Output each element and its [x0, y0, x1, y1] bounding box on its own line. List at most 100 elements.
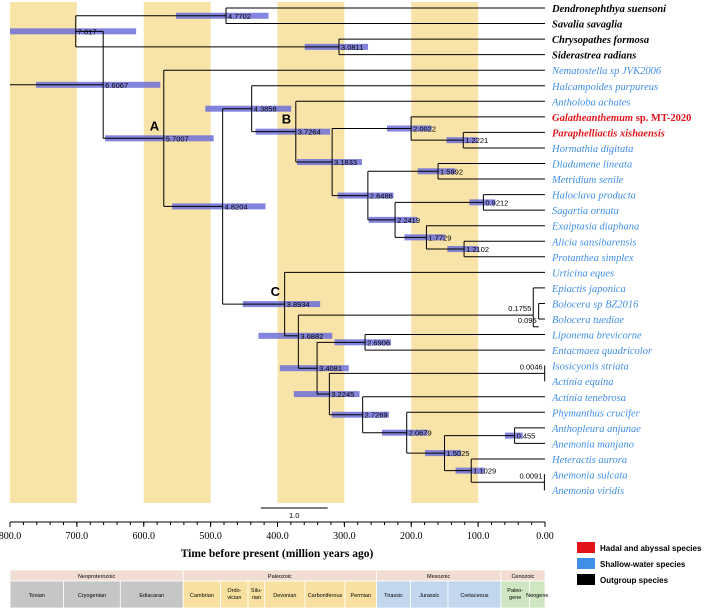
period-label: Ordo-	[227, 588, 241, 594]
legend-label: Outgroup species	[600, 576, 669, 585]
period-label: Tonian	[29, 593, 45, 599]
node-age-label: 3.0811	[341, 43, 363, 52]
period-label: Ediacaran	[139, 593, 164, 599]
taxon-label: Epiactis japonica	[551, 284, 626, 295]
period-band	[529, 580, 546, 609]
period-band	[500, 580, 531, 609]
shaded-band	[143, 2, 211, 503]
node-age-label: 2.6486	[370, 192, 393, 201]
node-age-label: 2.2419	[397, 216, 420, 225]
taxon-label: Liponema brevicorne	[551, 331, 642, 342]
period-label: Carboniferous	[308, 593, 343, 599]
node-age-label: 6.6067	[105, 81, 128, 90]
legend-swatch	[577, 542, 595, 553]
taxon-label: Anthopleura anjunae	[551, 424, 641, 435]
period-band	[182, 580, 222, 609]
taxon-label: Antholoba achates	[551, 97, 630, 108]
node-age-label: 3.7264	[298, 128, 321, 137]
node-age-label: 3.2245	[331, 390, 354, 399]
x-tick-label: 500.0	[199, 531, 222, 542]
node-age-label: 4.3858	[254, 105, 277, 114]
period-band	[63, 580, 121, 609]
taxon-label: Chrysopathes formosa	[552, 35, 649, 46]
period-band	[264, 580, 306, 609]
period-label: Cryogenian	[78, 593, 106, 599]
taxon-label: Halcampoides purpureus	[551, 82, 658, 93]
taxon-label: Galatheanthemum sp. MT-2020	[552, 113, 691, 124]
period-label: rian	[252, 595, 261, 601]
period-label: Neogene	[526, 593, 548, 599]
period-label: Jurassic	[419, 593, 439, 599]
node-age-label: 0.1755	[508, 304, 531, 313]
period-label: Triassic	[384, 593, 403, 599]
x-axis-title: Time before present (million years ago)	[181, 548, 374, 560]
taxon-label: Actinia equina	[551, 377, 614, 388]
period-band	[220, 580, 249, 609]
taxon-label: Urticina eques	[552, 268, 614, 279]
clade-label: B	[282, 112, 291, 127]
taxon-label: Anemonia viridis	[551, 486, 624, 497]
clade-label: C	[271, 284, 281, 299]
period-band	[410, 580, 449, 609]
x-tick-label: 0.00	[536, 531, 554, 542]
node-age-label: 3.4081	[319, 364, 342, 373]
x-tick-label: 200.0	[400, 531, 423, 542]
taxon-label: Haloclava producta	[551, 191, 636, 202]
node-age-label: 2.0022	[413, 125, 436, 134]
taxon-label: Anemonia sulcata	[551, 471, 628, 482]
taxon-label: Hormathia digitata	[551, 144, 633, 155]
taxon-label: Bolocera sp BZ2016	[552, 299, 639, 310]
period-label: Permian	[351, 593, 371, 599]
legend-swatch	[577, 558, 595, 569]
taxon-label: Entacmaea quadricolor	[551, 346, 653, 357]
x-tick-label: 600.0	[133, 531, 156, 542]
period-band	[9, 580, 64, 609]
legend-label: Shallow-water species	[600, 560, 686, 569]
shaded-band	[10, 2, 77, 503]
taxon-label: Bolocera tuediae	[552, 315, 624, 326]
node-age-label: 1.2221	[465, 136, 488, 145]
legend-swatch	[577, 574, 595, 585]
taxon-label: Savalia savaglia	[552, 20, 622, 31]
legend-label: Hadal and abyssal species	[600, 544, 702, 553]
taxon-label: Exaiptasia diaphana	[551, 222, 639, 233]
taxon-label: Metridium senile	[551, 175, 624, 186]
period-label: vician	[227, 595, 241, 601]
node-age-label: 0.0046	[520, 362, 543, 371]
taxon-label: Dendronephthya suensoni	[551, 4, 666, 15]
node-age-label: 1.5992	[440, 167, 463, 176]
node-age-label: 4.7702	[228, 12, 251, 21]
period-label: Silu-	[251, 588, 262, 594]
era-label: Paleozoic	[268, 574, 292, 580]
period-label: Devonian	[273, 593, 296, 599]
x-tick-label: 400.0	[266, 531, 289, 542]
taxon-label: Alicia sansibarensis	[551, 237, 637, 248]
node-age-label: 3.1833	[334, 158, 357, 167]
taxon-label: Nematostella sp JVK2006	[551, 66, 662, 77]
taxon-label: Isosicyonis striata	[551, 362, 629, 373]
node-age-label: 0.095	[518, 316, 537, 325]
hpd-bar	[10, 28, 137, 35]
taxon-label: Siderastrea radians	[552, 51, 636, 62]
taxon-label: Heteractis aurora	[551, 455, 627, 466]
node-age-label: 4.8204	[225, 202, 248, 211]
node-age-label: 0.455	[517, 432, 536, 441]
node-age-label: 1.7729	[428, 233, 451, 242]
period-label: Cretaceous	[460, 593, 488, 599]
period-label: gene	[509, 595, 521, 601]
node-age-label: 1.1029	[473, 467, 496, 476]
taxon-label: Paraphelliactis xishaensis	[552, 128, 665, 139]
period-band	[344, 580, 377, 609]
node-age-label: 3.6882	[300, 332, 323, 341]
node-age-label: 2.6906	[367, 338, 390, 347]
taxon-label: Diadumene lineata	[551, 160, 632, 171]
x-tick-label: 700.0	[66, 531, 89, 542]
taxon-label: Actinia tenebrosa	[551, 393, 626, 404]
period-band	[119, 580, 184, 609]
node-age-label: 3.8934	[287, 300, 310, 309]
node-age-label: 0.9212	[485, 198, 508, 207]
node-age-label: 2.0679	[409, 429, 432, 438]
scale-bar-label: 1.0	[289, 511, 299, 520]
era-label: Cenozoic	[511, 574, 534, 580]
